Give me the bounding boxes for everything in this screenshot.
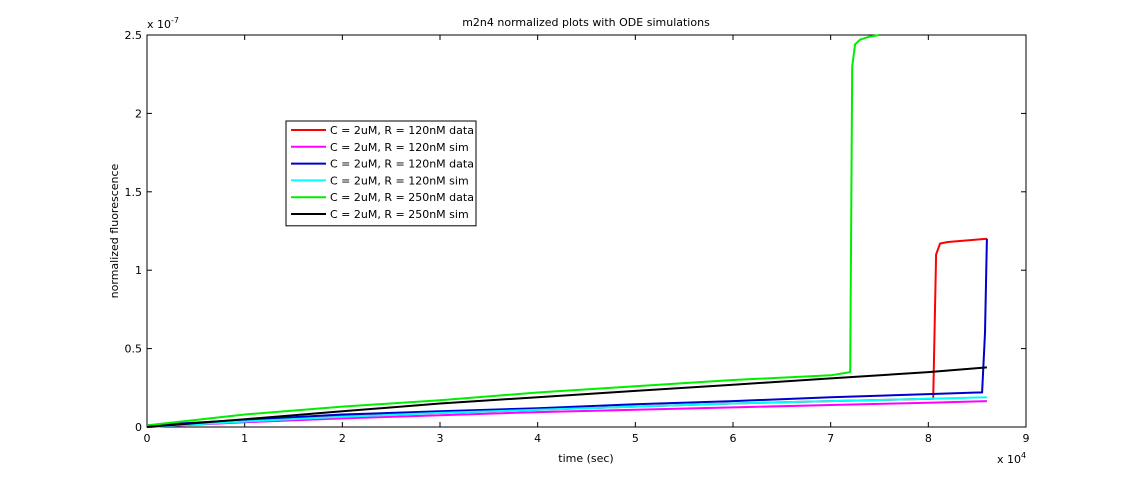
x-tick-label: 0: [144, 432, 151, 445]
legend-box: [285, 120, 477, 227]
x-tick-label: 7: [827, 432, 834, 445]
x-multiplier: x 104: [997, 451, 1026, 466]
x-tick-label: 5: [632, 432, 639, 445]
x-tick-label: 3: [437, 432, 444, 445]
legend-label: C = 2uM, R = 250nM data: [330, 191, 474, 204]
axis-ticks: 0 1 2 3 4 5 6 7 8 9 0 0.5 1 1.5 2 2.5: [125, 29, 1030, 445]
y-tick-label: 2.5: [125, 29, 143, 42]
x-multiplier-exp: 4: [1021, 451, 1026, 460]
x-tick-label: 1: [241, 432, 248, 445]
y-axis-label: normalized fluorescence: [108, 163, 121, 298]
x-axis-label: time (sec): [558, 452, 613, 465]
y-multiplier-exp: -7: [171, 16, 179, 25]
y-multiplier-base: x 10: [147, 18, 171, 31]
series-line-4: [146, 396, 987, 428]
chart-title: m2n4 normalized plots with ODE simulatio…: [462, 16, 710, 29]
legend-label: C = 2uM, R = 250nM sim: [330, 208, 469, 221]
series-layer: [146, 34, 988, 428]
y-tick-label: 2: [135, 107, 142, 120]
y-tick-label: 1.5: [125, 186, 143, 199]
legend-label: C = 2uM, R = 120nM data: [330, 158, 474, 171]
x-tick-label: 9: [1023, 432, 1030, 445]
x-tick-label: 6: [730, 432, 737, 445]
legend-label: C = 2uM, R = 120nM sim: [330, 174, 469, 187]
y-tick-label: 0.5: [125, 343, 143, 356]
legend-label: C = 2uM, R = 120nM sim: [330, 141, 469, 154]
plot-area: [146, 34, 1027, 428]
y-tick-label: 1: [135, 264, 142, 277]
x-tick-label: 8: [925, 432, 932, 445]
series-line-5: [146, 34, 880, 427]
series-line-6: [146, 366, 987, 428]
legend: C = 2uM, R = 120nM data C = 2uM, R = 120n…: [285, 120, 477, 227]
y-multiplier: x 10-7: [147, 16, 179, 31]
x-tick-label: 4: [534, 432, 541, 445]
x-tick-label: 2: [339, 432, 346, 445]
legend-label: C = 2uM, R = 120nM data: [330, 124, 474, 137]
y-tick-label: 0: [135, 421, 142, 434]
series-line-3: [146, 238, 988, 427]
x-multiplier-base: x 10: [997, 453, 1021, 466]
series-line-2: [146, 400, 987, 428]
